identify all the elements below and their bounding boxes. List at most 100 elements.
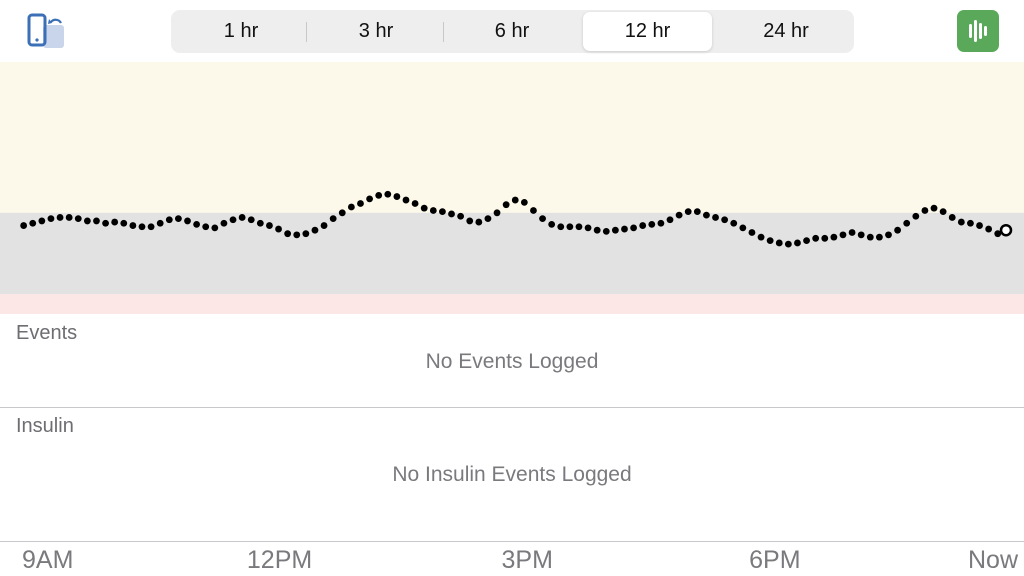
waveform-icon[interactable]: [957, 10, 999, 52]
glucose-point: [65, 214, 73, 221]
glucose-point: [120, 219, 128, 227]
glucose-point: [894, 226, 902, 234]
glucose-point: [111, 218, 119, 226]
glucose-point: [366, 195, 373, 203]
glucose-point: [557, 223, 565, 231]
insulin-empty-message: No Insulin Events Logged: [392, 463, 632, 486]
target-range-band: [0, 62, 1024, 213]
range-24hr[interactable]: 24 hr: [763, 20, 809, 42]
glucose-point: [784, 240, 792, 248]
glucose-point: [539, 215, 546, 223]
glucose-point: [484, 215, 492, 223]
glucose-point: [611, 226, 619, 234]
glucose-point: [138, 223, 146, 231]
glucose-point: [220, 219, 228, 227]
glucose-point: [238, 214, 246, 221]
glucose-point: [967, 219, 974, 227]
glucose-point: [757, 233, 765, 241]
glucose-point: [593, 226, 601, 234]
glucose-point: [193, 221, 201, 228]
range-12hr[interactable]: 12 hr: [583, 12, 712, 51]
glucose-chart: [0, 62, 1024, 294]
glucose-point: [994, 230, 1002, 238]
glucose-point: [156, 219, 164, 227]
glucose-point: [211, 224, 219, 232]
glucose-point: [202, 223, 210, 231]
glucose-point: [712, 214, 719, 221]
glucose-point: [675, 211, 683, 219]
time-range-selector: 1 hr 3 hr 6 hr 12 hr 24 hr: [171, 10, 854, 53]
glucose-point: [584, 224, 592, 232]
phone-sync-icon[interactable]: [24, 12, 68, 50]
glucose-point: [602, 227, 610, 235]
glucose-point: [165, 216, 173, 224]
glucose-point: [302, 230, 310, 238]
glucose-point: [639, 222, 647, 229]
toolbar: 1 hr 3 hr 6 hr 12 hr 24 hr: [0, 0, 1024, 62]
glucose-point: [275, 225, 282, 233]
glucose-point: [375, 192, 383, 199]
glucose-point: [794, 239, 801, 247]
glucose-point: [721, 216, 729, 224]
glucose-point: [420, 204, 428, 212]
glucose-point: [284, 230, 292, 238]
glucose-point: [175, 215, 182, 223]
glucose-point: [621, 225, 628, 233]
glucose-point: [748, 229, 756, 236]
glucose-point: [630, 224, 637, 232]
glucose-point: [985, 225, 993, 233]
glucose-point: [56, 214, 64, 221]
glucose-point: [429, 207, 437, 214]
glucose-point: [256, 219, 264, 227]
x-tick-label: Now: [967, 546, 1018, 574]
glucose-point: [766, 237, 774, 245]
glucose-point: [530, 207, 537, 214]
glucose-point: [575, 223, 583, 231]
glucose-point: [83, 217, 91, 225]
glucose-point: [775, 239, 783, 247]
glucose-point: [812, 234, 820, 242]
glucose-point: [976, 222, 983, 229]
glucose-point: [684, 208, 692, 216]
glucose-point: [511, 196, 519, 204]
glucose-point: [857, 231, 865, 239]
glucose-point: [102, 219, 109, 227]
glucose-point: [703, 211, 710, 219]
glucose-point: [402, 196, 410, 204]
glucose-point: [448, 210, 455, 218]
glucose-point: [384, 190, 392, 198]
glucose-point: [266, 222, 273, 229]
range-1hr[interactable]: 1 hr: [223, 20, 259, 42]
segment-divider: [306, 22, 307, 42]
glucose-point: [821, 234, 829, 242]
glucose-point: [475, 218, 483, 226]
glucose-point: [293, 231, 301, 239]
glucose-point: [903, 219, 911, 227]
glucose-point: [338, 209, 346, 217]
glucose-point: [839, 231, 847, 239]
glucose-point: [493, 209, 501, 217]
glucose-chart-svg: [0, 62, 1024, 294]
current-glucose-point: [999, 223, 1013, 237]
low-range-band: [0, 294, 1024, 314]
range-6hr[interactable]: 6 hr: [494, 20, 530, 42]
glucose-point: [730, 219, 738, 227]
glucose-point: [957, 218, 965, 226]
glucose-point: [311, 226, 319, 234]
glucose-point: [948, 214, 956, 221]
range-3hr[interactable]: 3 hr: [358, 20, 394, 42]
axis-divider: [0, 541, 1024, 542]
glucose-point: [548, 221, 556, 228]
glucose-point: [921, 207, 929, 214]
glucose-point: [912, 212, 920, 220]
glucose-point: [803, 237, 810, 245]
x-tick-label: 3PM: [501, 546, 553, 574]
glucose-point: [29, 219, 37, 227]
x-tick-label: 12PM: [246, 546, 313, 574]
glucose-point: [357, 200, 364, 207]
events-empty-message: No Events Logged: [425, 350, 599, 373]
glucose-point: [93, 217, 100, 225]
glucose-point: [347, 203, 355, 211]
glucose-point: [866, 233, 874, 241]
glucose-point: [648, 221, 656, 228]
